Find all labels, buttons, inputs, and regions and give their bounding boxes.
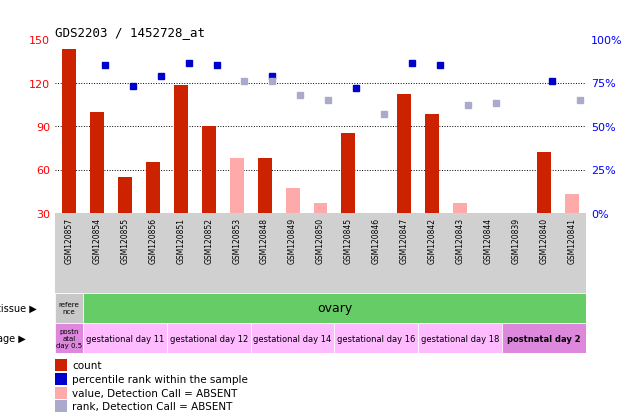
Text: GSM120851: GSM120851 [176, 218, 185, 263]
Text: GSM120849: GSM120849 [288, 218, 297, 263]
Text: GSM120841: GSM120841 [567, 218, 576, 263]
Bar [502, 323, 586, 353]
Text: GDS2203 / 1452728_at: GDS2203 / 1452728_at [55, 26, 205, 39]
Text: GSM120855: GSM120855 [121, 218, 129, 263]
Bar [425, 115, 439, 214]
Bar [55, 387, 67, 399]
Text: GSM120847: GSM120847 [400, 218, 409, 263]
Text: GSM120845: GSM120845 [344, 218, 353, 263]
Bar [537, 153, 551, 214]
Bar [55, 401, 67, 413]
Bar [55, 293, 83, 323]
Text: tissue ▶: tissue ▶ [0, 303, 37, 313]
Bar [509, 214, 523, 215]
Text: GSM120848: GSM120848 [260, 218, 269, 263]
Text: GSM120854: GSM120854 [92, 218, 101, 263]
Text: count: count [72, 360, 101, 370]
Text: GSM120850: GSM120850 [316, 218, 325, 263]
Bar [229, 159, 244, 214]
Text: percentile rank within the sample: percentile rank within the sample [72, 374, 248, 384]
Text: refere
nce: refere nce [58, 302, 79, 315]
Bar [419, 323, 502, 353]
Text: postnatal day 2: postnatal day 2 [507, 334, 581, 343]
Text: GSM120852: GSM120852 [204, 218, 213, 263]
Text: gestational day 12: gestational day 12 [170, 334, 248, 343]
Bar [55, 323, 83, 353]
Text: GSM120846: GSM120846 [372, 218, 381, 263]
Bar [167, 323, 251, 353]
Text: GSM120840: GSM120840 [540, 218, 549, 263]
Bar [286, 189, 299, 214]
Bar [453, 203, 467, 214]
Text: gestational day 11: gestational day 11 [86, 334, 164, 343]
Text: gestational day 16: gestational day 16 [337, 334, 415, 343]
Text: GSM120853: GSM120853 [232, 218, 241, 263]
Text: gestational day 18: gestational day 18 [421, 334, 499, 343]
Bar [342, 134, 355, 214]
Text: value, Detection Call = ABSENT: value, Detection Call = ABSENT [72, 388, 237, 398]
Bar [229, 159, 244, 214]
Bar [258, 159, 272, 214]
Text: rank, Detection Call = ABSENT: rank, Detection Call = ABSENT [72, 401, 233, 411]
Bar [118, 177, 132, 214]
Text: age ▶: age ▶ [0, 333, 26, 343]
Text: GSM120856: GSM120856 [148, 218, 157, 263]
Text: postn
atal
day 0.5: postn atal day 0.5 [56, 328, 82, 348]
Text: GSM120839: GSM120839 [512, 218, 520, 263]
Text: GSM120842: GSM120842 [428, 218, 437, 263]
Bar [174, 86, 188, 214]
Bar [55, 373, 67, 385]
Bar [62, 50, 76, 214]
Text: ovary: ovary [317, 302, 352, 315]
Bar [251, 323, 335, 353]
Text: GSM120843: GSM120843 [456, 218, 465, 263]
Text: gestational day 14: gestational day 14 [253, 334, 331, 343]
Bar [335, 323, 419, 353]
Bar [90, 112, 104, 214]
Bar [565, 195, 579, 214]
Bar [397, 95, 412, 214]
Bar [55, 359, 67, 371]
Text: GSM120857: GSM120857 [65, 218, 74, 263]
Bar [83, 323, 167, 353]
Bar [146, 163, 160, 214]
Text: GSM120844: GSM120844 [484, 218, 493, 263]
Bar [313, 203, 328, 214]
Bar [202, 127, 216, 214]
